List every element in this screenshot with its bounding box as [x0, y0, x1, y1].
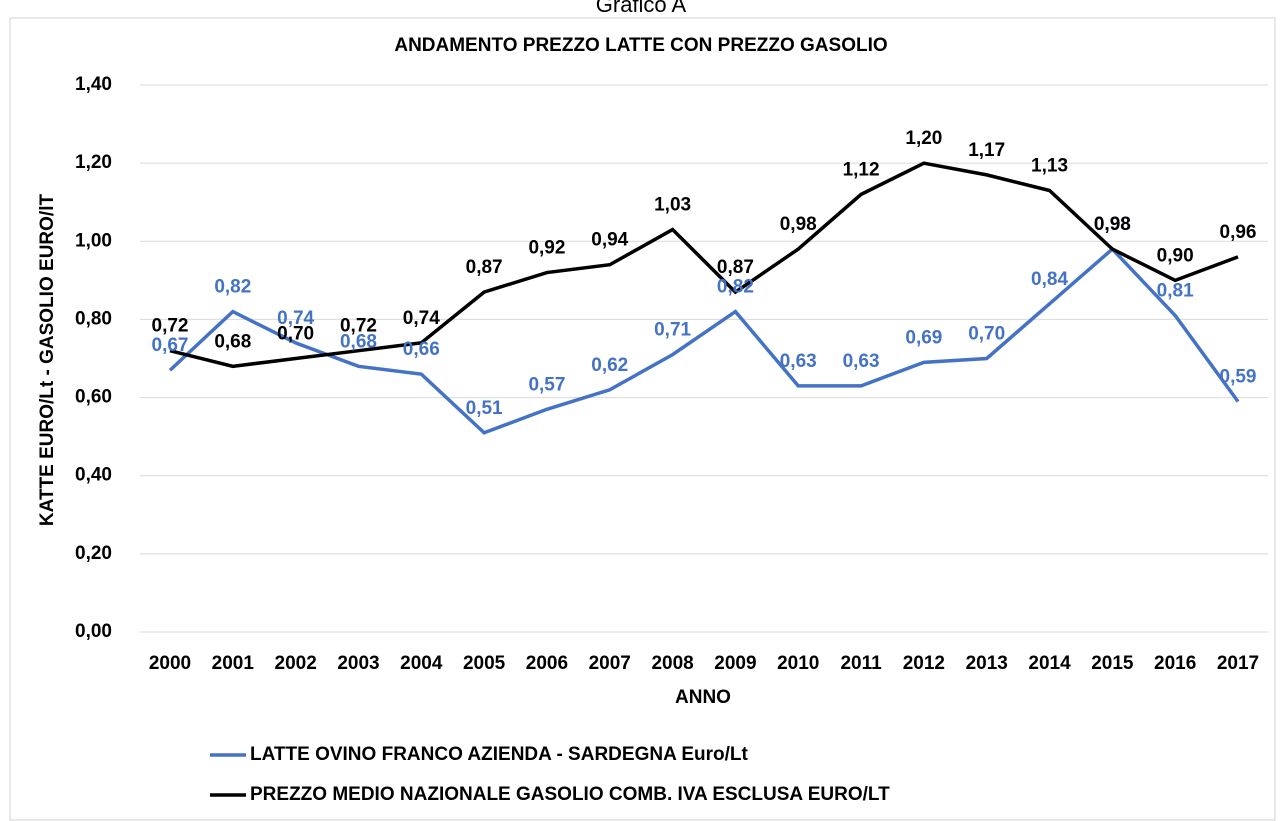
x-tick-label: 2008 [651, 653, 693, 674]
data-label: 0,90 [1157, 245, 1194, 266]
x-tick-label: 2007 [589, 653, 631, 674]
y-tick-label: 0,60 [75, 387, 112, 408]
data-label: 0,62 [591, 355, 628, 376]
data-label: 0,92 [528, 238, 565, 259]
data-label: 0,82 [214, 277, 251, 298]
x-tick-label: 2000 [149, 653, 191, 674]
x-tick-label: 2011 [840, 653, 882, 674]
data-label: 0,57 [528, 374, 565, 395]
data-label: 1,03 [654, 195, 691, 216]
x-tick-label: 2001 [212, 653, 255, 674]
y-tick-label: 0,00 [75, 621, 112, 642]
x-tick-label: 2004 [400, 653, 443, 674]
data-label: 0,98 [1094, 214, 1131, 235]
data-label: 0,63 [843, 351, 880, 372]
y-tick-label: 0,40 [75, 465, 112, 486]
y-tick-label: 0,80 [75, 308, 112, 329]
data-label: 1,17 [968, 140, 1005, 161]
y-tick-label: 1,00 [75, 230, 112, 251]
x-tick-label: 2006 [526, 653, 568, 674]
data-label: 0,84 [1031, 269, 1068, 290]
x-tick-label: 2015 [1091, 653, 1134, 674]
y-tick-label: 1,40 [75, 74, 112, 95]
x-tick-label: 2009 [714, 653, 756, 674]
data-label: 0,74 [277, 308, 314, 329]
chart-border [9, 17, 1276, 821]
data-label: 0,69 [905, 327, 942, 348]
data-label: 0,72 [340, 316, 377, 337]
data-label: 0,98 [1094, 214, 1131, 235]
data-label: 0,68 [214, 331, 251, 352]
data-label: 0,70 [968, 324, 1005, 345]
x-tick-label: 2014 [1028, 653, 1071, 674]
chart-title: ANDAMENTO PREZZO LATTE CON PREZZO GASOLI… [394, 35, 887, 56]
caption: Grafico A [596, 0, 687, 17]
data-label: 0,98 [780, 214, 817, 235]
data-label: 0,72 [152, 316, 189, 337]
y-tick-label: 0,20 [75, 543, 112, 564]
data-label: 0,87 [717, 257, 754, 278]
series-line [168, 246, 1240, 435]
data-label: 0,87 [466, 257, 503, 278]
x-axis-label: ANNO [675, 687, 731, 708]
y-tick-label: 1,20 [75, 152, 112, 173]
y-axis-label: KATTE EURO/Lt - GASOLIO EURO/lT [37, 194, 58, 527]
data-label: 0,70 [277, 324, 314, 345]
x-tick-label: 2010 [777, 653, 819, 674]
data-label: 0,68 [340, 331, 377, 352]
x-tick-label: 2013 [966, 653, 1008, 674]
data-label: 1,13 [1031, 156, 1068, 177]
x-tick-label: 2012 [903, 653, 945, 674]
data-label: 0,51 [466, 398, 503, 419]
series-line [169, 161, 1239, 369]
data-label: 0,74 [403, 308, 440, 329]
data-label: 1,12 [843, 159, 880, 180]
x-tick-label: 2005 [463, 653, 506, 674]
legend-label: LATTE OVINO FRANCO AZIENDA - SARDEGNA Eu… [250, 744, 749, 765]
x-tick-label: 2017 [1217, 653, 1259, 674]
x-tick-label: 2016 [1154, 653, 1196, 674]
data-label: 0,96 [1220, 222, 1257, 243]
data-label: 0,67 [152, 335, 189, 356]
data-label: 0,94 [591, 230, 628, 251]
data-label: 0,63 [780, 351, 817, 372]
data-label: 1,20 [905, 128, 942, 149]
data-label: 0,66 [403, 339, 440, 360]
data-label: 0,59 [1220, 366, 1257, 387]
data-label: 0,82 [717, 277, 754, 298]
x-tick-label: 2003 [337, 653, 379, 674]
x-tick-label: 2002 [275, 653, 317, 674]
legend-label: PREZZO MEDIO NAZIONALE GASOLIO COMB. IVA… [250, 784, 890, 805]
data-label: 0,81 [1157, 281, 1194, 302]
data-label: 0,71 [654, 320, 691, 341]
